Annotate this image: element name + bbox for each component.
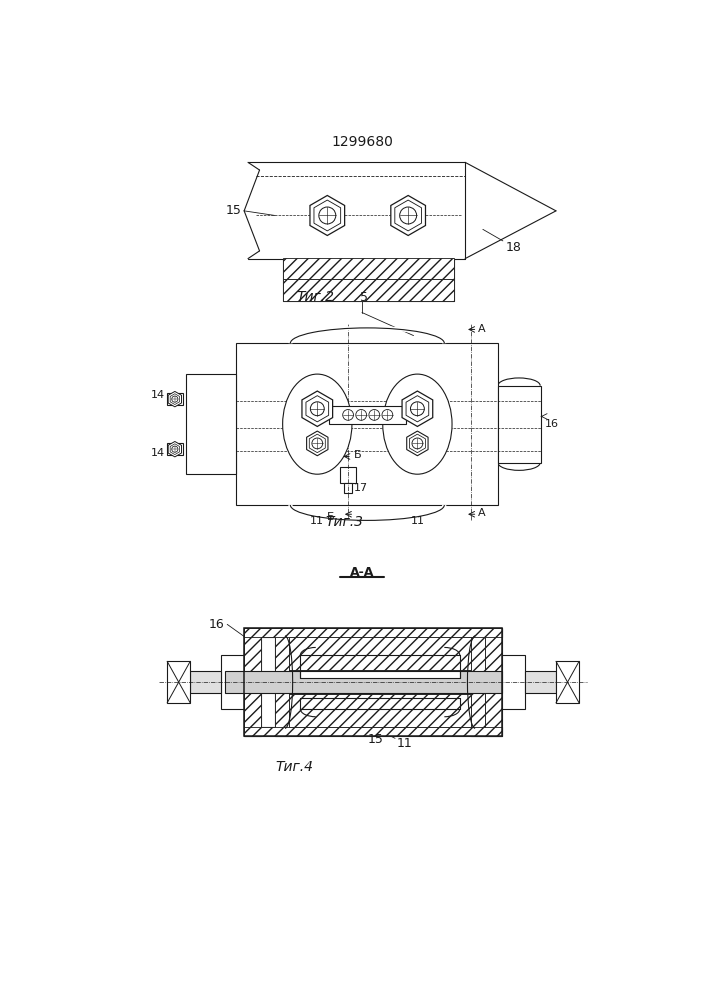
Text: 18: 18 — [506, 241, 522, 254]
Bar — [244, 628, 502, 736]
Polygon shape — [302, 391, 332, 426]
Bar — [485, 628, 502, 736]
Text: A: A — [478, 324, 486, 334]
Bar — [244, 727, 502, 736]
Bar — [340, 466, 356, 483]
Bar — [275, 628, 288, 736]
Polygon shape — [391, 195, 426, 235]
Bar — [344, 483, 352, 493]
Text: Τиг.2: Τиг.2 — [297, 290, 334, 304]
Polygon shape — [314, 200, 341, 231]
Bar — [472, 628, 485, 736]
Polygon shape — [168, 391, 182, 407]
Text: Τиг.4: Τиг.4 — [275, 760, 313, 774]
Circle shape — [356, 410, 366, 420]
Bar — [190, 671, 221, 693]
Polygon shape — [409, 434, 426, 453]
Bar — [236, 343, 498, 505]
Text: 16: 16 — [544, 419, 559, 429]
Polygon shape — [407, 431, 428, 456]
Bar — [472, 628, 485, 736]
Bar — [167, 393, 182, 405]
Polygon shape — [306, 396, 329, 422]
Polygon shape — [309, 434, 325, 453]
Circle shape — [172, 446, 178, 452]
Bar — [556, 661, 579, 703]
Circle shape — [343, 410, 354, 420]
Polygon shape — [406, 396, 428, 422]
Bar — [221, 655, 244, 709]
Circle shape — [412, 438, 423, 449]
Circle shape — [312, 438, 322, 449]
Polygon shape — [307, 431, 328, 456]
Bar — [288, 637, 472, 670]
Bar — [288, 694, 472, 727]
Text: A: A — [478, 508, 486, 518]
Bar — [167, 661, 190, 703]
Text: 14: 14 — [151, 448, 165, 458]
Text: 17: 17 — [354, 483, 368, 493]
Bar — [187, 374, 236, 474]
Bar — [244, 628, 502, 637]
Bar — [275, 628, 288, 736]
Circle shape — [319, 207, 336, 224]
Bar — [244, 628, 261, 736]
Polygon shape — [170, 444, 180, 455]
Bar — [244, 628, 502, 637]
Bar — [283, 258, 455, 279]
Text: 11: 11 — [410, 516, 424, 526]
Text: A-A: A-A — [350, 566, 374, 579]
Polygon shape — [170, 394, 180, 405]
Circle shape — [399, 207, 416, 224]
Bar — [525, 671, 556, 693]
Text: 11: 11 — [310, 516, 325, 526]
Text: 15: 15 — [368, 733, 383, 746]
Bar — [225, 671, 502, 693]
Text: 1299680: 1299680 — [331, 135, 393, 149]
Ellipse shape — [382, 374, 452, 474]
Circle shape — [369, 410, 380, 420]
Text: 14: 14 — [151, 390, 165, 400]
Text: 16: 16 — [209, 618, 225, 631]
Bar — [283, 279, 455, 301]
Bar — [329, 406, 406, 424]
Text: Б: Б — [354, 450, 362, 460]
Bar — [288, 637, 472, 670]
Text: 11: 11 — [397, 737, 412, 750]
Bar — [502, 655, 525, 709]
Text: Τиг.3: Τиг.3 — [325, 515, 363, 529]
Circle shape — [172, 396, 178, 402]
Text: Б: Б — [327, 512, 334, 522]
Circle shape — [411, 402, 424, 416]
Bar — [283, 259, 455, 301]
Text: 15: 15 — [226, 204, 241, 217]
Text: 5: 5 — [360, 291, 368, 304]
Polygon shape — [395, 200, 421, 231]
Bar — [288, 694, 472, 727]
Circle shape — [382, 410, 393, 420]
Bar — [485, 628, 502, 736]
Circle shape — [310, 402, 325, 416]
Polygon shape — [402, 391, 433, 426]
Bar — [244, 727, 502, 736]
Bar — [167, 443, 182, 455]
Polygon shape — [310, 195, 344, 235]
Ellipse shape — [283, 374, 352, 474]
Bar — [244, 628, 261, 736]
Bar — [300, 671, 460, 678]
Polygon shape — [168, 441, 182, 457]
Bar — [498, 386, 541, 463]
